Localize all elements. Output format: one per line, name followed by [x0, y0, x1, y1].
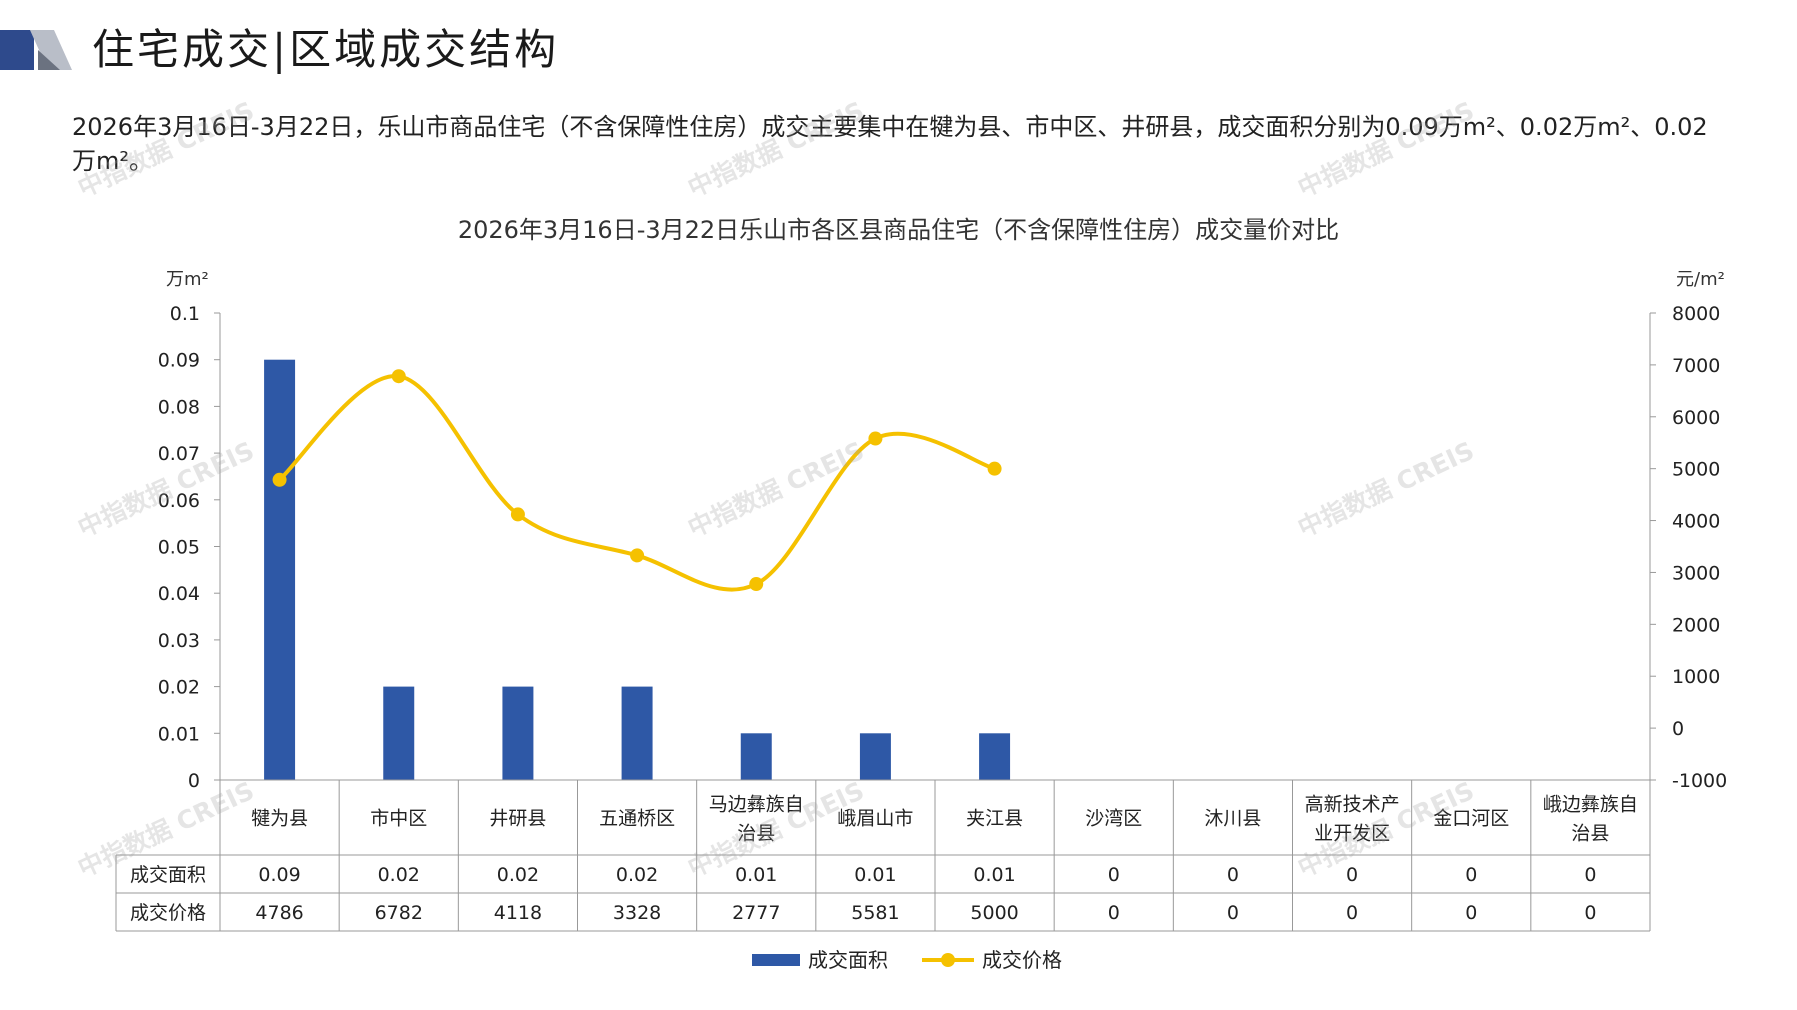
price-value-cell: 4118: [494, 902, 542, 924]
area-value-cell: 0.01: [735, 864, 777, 886]
right-axis-tick-label: 1000: [1672, 666, 1720, 688]
page-title: 住宅成交|区域成交结构: [92, 25, 560, 74]
left-axis-tick-label: 0.05: [158, 537, 200, 559]
area-value-cell: 0.01: [973, 864, 1015, 886]
area-bar: [502, 686, 534, 780]
right-axis-tick-label: 4000: [1672, 511, 1720, 533]
price-value-cell: 0: [1108, 902, 1120, 924]
category-label: 井研县: [489, 808, 546, 830]
category-label: 金口河区: [1433, 808, 1509, 830]
left-axis-tick-label: 0.08: [158, 396, 200, 418]
legend-area-swatch: [752, 954, 800, 966]
left-axis-tick-label: 0.06: [158, 490, 200, 512]
summary-text: 2026年3月16日-3月22日，乐山市商品住宅（不含保障性住房）成交主要集中在…: [72, 113, 1708, 175]
area-value-cell: 0.09: [258, 864, 300, 886]
area-value-cell: 0: [1465, 864, 1477, 886]
price-point: [868, 431, 883, 446]
category-label: 峨边彝族自: [1543, 794, 1638, 816]
category-label: 沐川县: [1204, 808, 1261, 830]
category-label: 业开发区: [1314, 823, 1390, 845]
price-value-cell: 0: [1227, 902, 1239, 924]
category-label: 治县: [1571, 823, 1609, 845]
legend-price-label: 成交价格: [982, 948, 1062, 972]
left-axis-tick-label: 0.02: [158, 677, 200, 699]
category-label: 五通桥区: [599, 808, 675, 830]
price-value-cell: 5000: [970, 902, 1018, 924]
right-axis-tick-label: 2000: [1672, 614, 1720, 636]
row-header-price: 成交价格: [130, 902, 206, 924]
category-label: 沙湾区: [1085, 808, 1142, 830]
left-axis-tick-label: 0.07: [158, 443, 200, 465]
price-value-cell: 0: [1465, 902, 1477, 924]
category-label: 市中区: [370, 808, 427, 830]
price-value-cell: 4786: [255, 902, 303, 924]
left-axis-tick-label: 0.09: [158, 350, 200, 372]
right-axis-tick-label: -1000: [1672, 770, 1727, 792]
price-point: [630, 548, 645, 563]
category-label: 犍为县: [251, 808, 308, 830]
price-point: [391, 369, 406, 384]
left-axis-tick-label: 0: [188, 770, 200, 792]
category-label: 治县: [737, 823, 775, 845]
right-axis-tick-label: 5000: [1672, 459, 1720, 481]
price-value-cell: 5581: [851, 902, 899, 924]
price-value-cell: 0: [1346, 902, 1358, 924]
header-accent-icon: [0, 30, 72, 70]
category-label: 峨眉山市: [837, 808, 913, 830]
left-axis-unit: 万m²: [166, 269, 209, 290]
area-value-cell: 0.02: [616, 864, 658, 886]
area-bar: [621, 686, 653, 780]
left-axis-tick-label: 0.1: [170, 303, 200, 325]
price-value-cell: 0: [1584, 902, 1596, 924]
area-value-cell: 0: [1227, 864, 1239, 886]
price-point: [272, 472, 287, 487]
area-value-cell: 0.02: [497, 864, 539, 886]
right-axis-unit: 元/m²: [1676, 269, 1725, 290]
right-axis-tick-label: 8000: [1672, 303, 1720, 325]
left-axis-tick-label: 0.03: [158, 630, 200, 652]
area-bar: [264, 359, 296, 780]
legend-price-marker: [941, 953, 955, 967]
right-axis-tick-label: 3000: [1672, 562, 1720, 584]
category-label: 夹江县: [966, 808, 1023, 830]
legend-area-label: 成交面积: [808, 948, 888, 972]
area-value-cell: 0: [1584, 864, 1596, 886]
row-header-area: 成交面积: [130, 864, 206, 886]
area-value-cell: 0: [1346, 864, 1358, 886]
right-axis-tick-label: 7000: [1672, 355, 1720, 377]
price-value-cell: 3328: [613, 902, 661, 924]
price-point: [987, 461, 1002, 476]
left-axis-tick-label: 0.04: [158, 583, 200, 605]
category-label: 高新技术产: [1305, 794, 1400, 816]
area-value-cell: 0.01: [854, 864, 896, 886]
right-axis-tick-label: 0: [1672, 718, 1684, 740]
left-axis-tick-label: 0.01: [158, 723, 200, 745]
area-bar: [383, 686, 415, 780]
price-value-cell: 2777: [732, 902, 780, 924]
right-axis-tick-label: 6000: [1672, 407, 1720, 429]
area-value-cell: 0.02: [378, 864, 420, 886]
area-bar: [979, 733, 1011, 780]
price-point: [749, 577, 764, 592]
price-value-cell: 6782: [375, 902, 423, 924]
price-point: [510, 507, 525, 522]
category-label: 马边彝族自: [709, 794, 804, 816]
area-bar: [740, 733, 772, 780]
area-bar: [859, 733, 891, 780]
area-value-cell: 0: [1108, 864, 1120, 886]
chart-title: 2026年3月16日-3月22日乐山市各区县商品住宅（不含保障性住房）成交量价对…: [457, 216, 1340, 244]
